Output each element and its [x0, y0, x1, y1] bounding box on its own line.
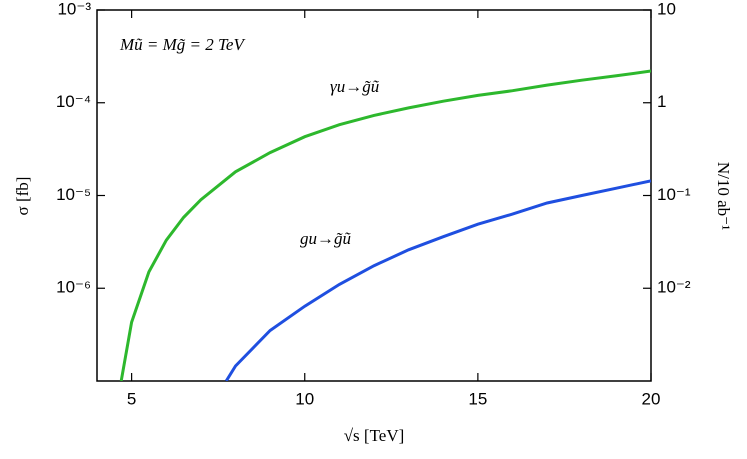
y-tick-label: 10⁻³ [57, 0, 91, 18]
y2-axis-label: N/10 ab⁻¹ [714, 162, 733, 230]
y2-tick-label: 1 [657, 92, 666, 111]
series-line [119, 69, 651, 381]
y2-tick-label: 10 [657, 0, 676, 18]
y2-tick-label: 10⁻¹ [657, 185, 691, 204]
series-label: γu→g̃ũ [330, 77, 380, 96]
y-tick-label: 10⁻⁶ [56, 278, 91, 297]
y2-tick-label: 10⁻² [657, 278, 691, 297]
series-label: gu→g̃ũ [300, 229, 352, 248]
x-tick-label: 20 [642, 389, 661, 408]
annotation: Mũ = Mg̃ = 2 TeV [119, 35, 246, 54]
y-tick-label: 10⁻⁵ [56, 185, 91, 204]
y-axis-label: σ [fb] [13, 177, 32, 216]
y-tick-label: 10⁻⁴ [56, 92, 91, 111]
x-axis-label: √s [TeV] [344, 426, 405, 445]
x-tick-label: 10 [295, 389, 314, 408]
x-tick-label: 15 [468, 389, 487, 408]
series-line [224, 179, 651, 381]
x-tick-label: 5 [127, 389, 136, 408]
plot-frame [96, 9, 652, 382]
